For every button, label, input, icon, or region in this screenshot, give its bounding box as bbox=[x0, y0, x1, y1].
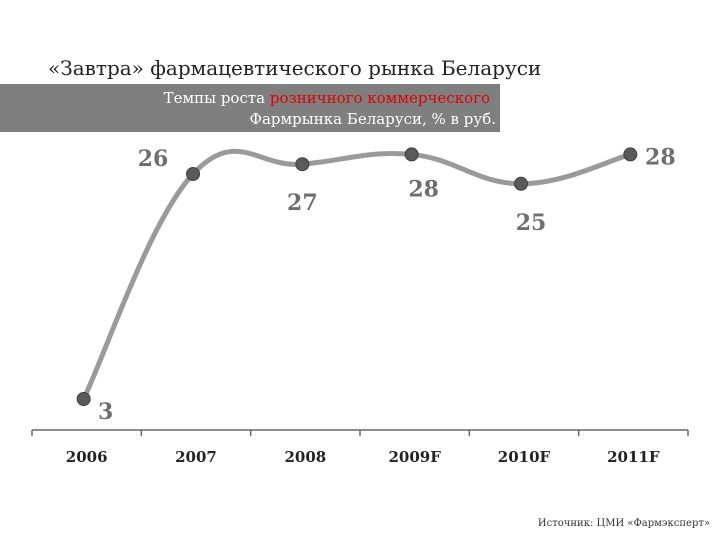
x-tick-label-2009F: 2009F bbox=[388, 448, 441, 466]
data-label-2006: 3 bbox=[98, 399, 113, 425]
subtitle-band: Темпы роста розничного коммерческого Фар… bbox=[0, 84, 500, 132]
source-note: Источник: ЦМИ «Фармэксперт» bbox=[537, 518, 710, 529]
series-line bbox=[81, 148, 633, 402]
data-label-2009F: 28 bbox=[408, 176, 439, 202]
data-point-2008 bbox=[295, 157, 310, 172]
x-tick-label-2010F: 2010F bbox=[498, 448, 551, 466]
x-tick-label-2011F: 2011F bbox=[607, 448, 660, 466]
data-point-2010F bbox=[514, 176, 528, 191]
subtitle-line-1: Темпы роста розничного коммерческого bbox=[164, 89, 490, 107]
data-point-2011F bbox=[623, 147, 638, 162]
subtitle-line-2: Фармрынка Беларуси, % в руб. bbox=[249, 110, 496, 128]
x-tick-label-2006: 2006 bbox=[66, 448, 108, 466]
x-tick-label-2008: 2008 bbox=[284, 448, 326, 466]
data-label-2008: 27 bbox=[287, 190, 318, 216]
data-point-2009F bbox=[404, 147, 419, 162]
x-tick-label-2007: 2007 bbox=[175, 448, 217, 466]
data-point-2007 bbox=[186, 167, 200, 181]
chart-title: «Завтра» фармацевтического рынка Беларус… bbox=[48, 56, 542, 80]
data-label-2010F: 25 bbox=[516, 210, 547, 236]
data-label-2011F: 28 bbox=[645, 144, 676, 170]
subtitle-prefix: Темпы роста bbox=[163, 89, 270, 107]
subtitle-highlight: розничного коммерческого bbox=[269, 89, 490, 107]
data-point-2006 bbox=[76, 392, 91, 406]
data-label-2007: 26 bbox=[138, 146, 169, 172]
